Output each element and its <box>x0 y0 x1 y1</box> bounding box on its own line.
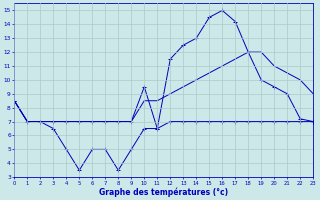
X-axis label: Graphe des températures (°c): Graphe des températures (°c) <box>99 187 228 197</box>
